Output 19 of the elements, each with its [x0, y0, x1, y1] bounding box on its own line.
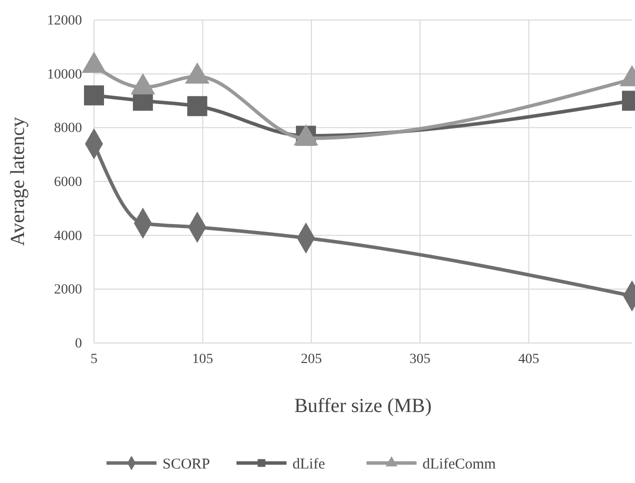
legend-label: dLifeComm [422, 456, 496, 472]
x-tick-label: 405 [518, 352, 540, 367]
y-axis-title: Average latency [7, 117, 29, 246]
y-tick-label: 12000 [47, 13, 82, 28]
x-tick-label: 305 [410, 352, 431, 367]
point [187, 96, 208, 116]
y-tick-label: 8000 [54, 121, 82, 136]
x-tick-label: 5 [90, 352, 98, 367]
x-tick-label: 205 [300, 352, 322, 367]
x-tick-label: 105 [192, 352, 214, 367]
x-axis-title: Buffer size (MB) [294, 395, 432, 417]
legend-label: dLife [292, 456, 326, 472]
y-tick-label: 2000 [54, 282, 82, 298]
point [84, 85, 104, 106]
legend-label: SCORP [162, 456, 210, 472]
y-tick-label: 10000 [47, 67, 82, 82]
y-tick-label: 6000 [54, 174, 82, 190]
y-tick-label: 4000 [54, 228, 82, 244]
y-tick-label: 0 [75, 336, 82, 352]
